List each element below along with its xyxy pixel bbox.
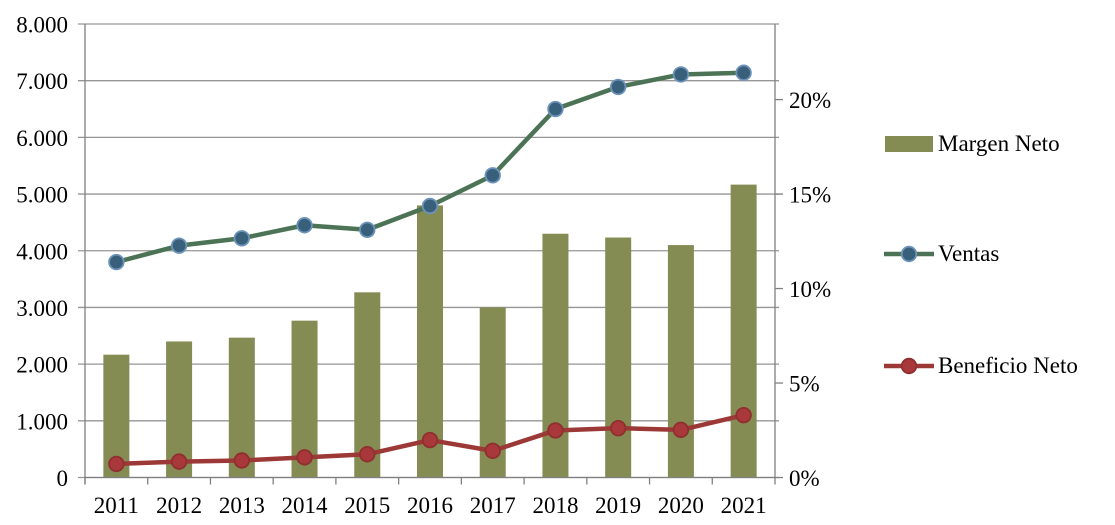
beneficio-neto-marker-2019 — [609, 419, 627, 437]
x-axis-label: 2014 — [282, 493, 329, 518]
ventas-marker-2019 — [609, 78, 627, 96]
y-axis-label: 4.000 — [16, 239, 68, 264]
bar-2020 — [667, 245, 694, 478]
right-axis-label: 5% — [789, 372, 820, 397]
bar-2019 — [605, 237, 632, 478]
legend-item-ventas: Ventas — [884, 240, 999, 268]
y-axis-label: 3.000 — [16, 296, 68, 321]
ventas-marker-2012 — [170, 237, 188, 254]
x-axis-label: 2019 — [595, 493, 641, 518]
line-marker-swatch-icon — [884, 245, 934, 263]
ventas-marker-2018 — [547, 100, 564, 118]
beneficio-neto-marker-2021 — [735, 406, 752, 424]
y-axis-label: 1.000 — [16, 409, 68, 434]
y-axis-label: 6.000 — [16, 126, 68, 151]
beneficio-neto-marker-2012 — [170, 453, 188, 470]
ventas-marker-2020 — [672, 66, 690, 83]
bar-2021 — [730, 184, 757, 478]
y-axis-label: 8.000 — [16, 13, 68, 38]
legend-label-ventas: Ventas — [938, 241, 1000, 266]
x-axis-label: 2020 — [658, 493, 704, 518]
x-axis-label: 2016 — [407, 493, 453, 518]
ventas-marker-2014 — [296, 217, 313, 234]
right-axis-label: 15% — [789, 183, 831, 208]
legend: Margen Neto Ventas Beneficio Neto — [884, 0, 1109, 525]
line-marker-swatch-icon — [884, 357, 934, 375]
bar-2018 — [542, 233, 569, 478]
y-axis-label: 0 — [57, 466, 69, 491]
beneficio-neto-marker-2020 — [672, 421, 690, 439]
legend-item-beneficio-neto: Beneficio Neto — [884, 352, 1078, 380]
x-axis-label: 2021 — [721, 493, 767, 518]
beneficio-neto-marker-2015 — [359, 446, 376, 463]
ventas-marker-2013 — [233, 230, 251, 247]
x-axis-label: 2015 — [344, 493, 390, 518]
y-axis-label: 2.000 — [16, 353, 68, 378]
ventas-marker-2021 — [735, 64, 752, 81]
beneficio-neto-marker-2013 — [233, 452, 251, 469]
beneficio-neto-marker-2011 — [108, 455, 125, 473]
right-axis-label: 20% — [789, 88, 831, 113]
legend-label-margen-neto: Margen Neto — [938, 131, 1060, 156]
beneficio-neto-marker-2014 — [296, 449, 313, 466]
x-axis-label: 2018 — [532, 493, 578, 518]
legend-item-margen-neto: Margen Neto — [884, 130, 1060, 158]
x-axis-label: 2013 — [219, 493, 265, 518]
ventas-marker-2016 — [421, 197, 439, 215]
x-axis-label: 2011 — [94, 493, 139, 518]
right-axis-label: 10% — [789, 277, 831, 302]
ventas-marker-2017 — [484, 167, 501, 184]
legend-label-beneficio-neto: Beneficio Neto — [938, 353, 1078, 378]
x-axis-label: 2017 — [470, 493, 516, 518]
ventas-marker-2011 — [108, 253, 125, 271]
beneficio-neto-marker-2017 — [484, 442, 501, 460]
y-axis-label: 7.000 — [16, 69, 68, 94]
ventas-marker-2015 — [359, 221, 376, 238]
x-axis-label: 2012 — [156, 493, 202, 518]
beneficio-neto-marker-2018 — [547, 422, 564, 439]
right-axis-label: 0% — [789, 466, 820, 491]
y-axis-label: 5.000 — [16, 183, 68, 208]
bar-swatch-icon — [885, 136, 933, 152]
beneficio-neto-marker-2016 — [421, 431, 439, 449]
